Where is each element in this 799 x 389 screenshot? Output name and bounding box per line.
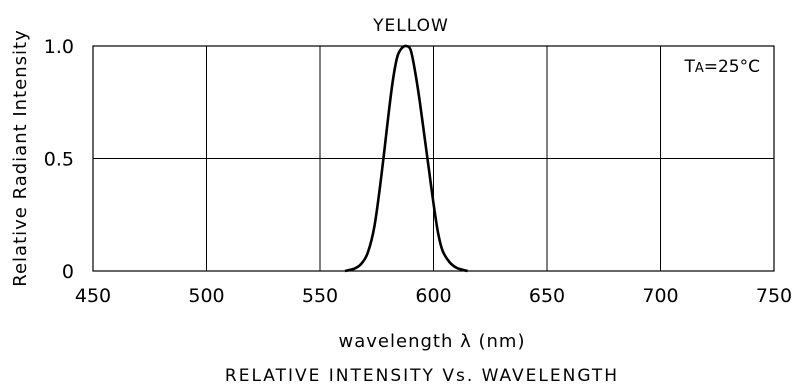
y-axis-title: Relative Radiant Intensity	[10, 29, 31, 286]
curve-layer	[344, 44, 468, 273]
y-tick-label: 0.5	[44, 149, 74, 171]
chart-title: YELLOW	[372, 16, 449, 36]
x-tick-label: 750	[756, 285, 792, 307]
x-tick-label: 500	[188, 285, 224, 307]
x-tick-label: 600	[415, 285, 451, 307]
chart-caption: RELATIVE INTENSITY Vs. WAVELENGTH	[225, 366, 619, 386]
y-tick-label: 0	[62, 261, 74, 283]
x-tick-label: 450	[75, 285, 111, 307]
x-axis-title: wavelength λ (nm)	[339, 331, 526, 352]
temperature-annotation: TA=25°C	[683, 57, 760, 77]
spectral-curve	[344, 44, 468, 273]
grid-layer	[93, 46, 774, 271]
tick-layer: 450 500 550 600 650 700 750 0 0.5 1.0	[44, 36, 792, 307]
plot-frame	[92, 45, 775, 272]
y-tick-label: 1.0	[44, 36, 74, 58]
x-tick-label: 550	[302, 285, 338, 307]
x-tick-label: 650	[529, 285, 565, 307]
x-tick-label: 700	[642, 285, 678, 307]
